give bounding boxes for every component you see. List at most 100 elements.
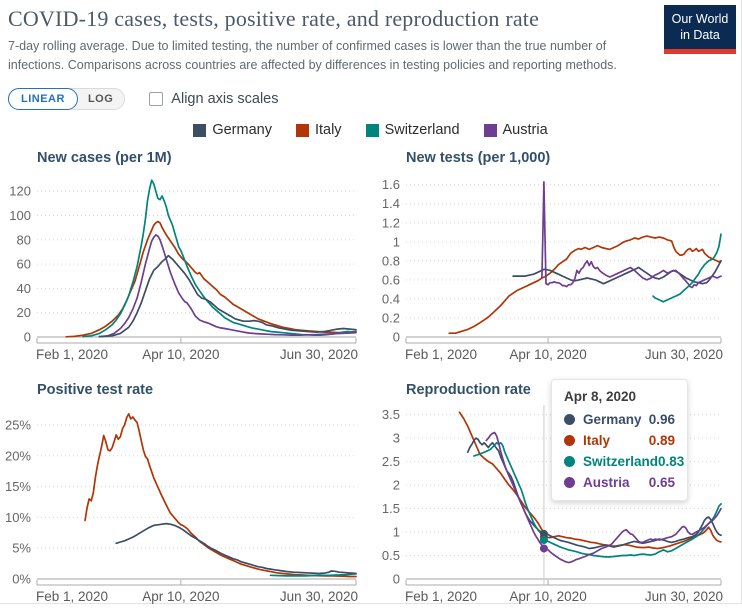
svg-text:0: 0 (24, 329, 31, 344)
tooltip-country: Switzerland (583, 454, 659, 469)
legend-swatch-switzerland (365, 123, 379, 137)
tooltip-dot (564, 477, 575, 488)
svg-text:0.2: 0.2 (382, 310, 400, 325)
owid-logo[interactable]: Our World in Data (664, 5, 736, 54)
legend-label: Austria (502, 122, 548, 139)
owid-logo-line1: Our World (671, 12, 729, 26)
tooltip-dot (564, 456, 575, 467)
tooltip-value: 0.83 (658, 454, 685, 469)
legend-item-germany: Germany (193, 122, 272, 138)
owid-logo-text: Our World in Data (664, 5, 736, 49)
owid-logo-stripe (664, 48, 736, 54)
svg-text:Apr 10, 2020: Apr 10, 2020 (142, 347, 219, 362)
legend: Germany Italy Switzerland Austria (0, 121, 741, 140)
series-line-germany (512, 259, 722, 285)
svg-text:20: 20 (17, 305, 31, 320)
tooltip-row-switzerland: Switzerland 0.83 (564, 454, 684, 469)
series-line-italy (84, 412, 357, 577)
scale-toggle: LINEAR LOG (8, 87, 126, 110)
align-axis-checkbox[interactable] (149, 91, 164, 106)
tooltip-country: Italy (583, 433, 611, 448)
series-line-austria (485, 431, 722, 564)
svg-text:1.5: 1.5 (382, 501, 400, 516)
series-line-germany (115, 522, 357, 574)
svg-text:1: 1 (393, 234, 400, 249)
tooltip: Apr 8, 2020 Germany 0.96 Italy 0.89 Switzerl… (551, 379, 688, 501)
svg-text:1.4: 1.4 (382, 196, 400, 211)
svg-text:Apr 10, 2020: Apr 10, 2020 (509, 589, 586, 604)
chart-plot-new-cases[interactable]: 0 20 40 60 80 100 120 Feb 1, 2020 Apr 10, 2020 Ju… (0, 169, 370, 365)
svg-text:3.5: 3.5 (382, 407, 400, 422)
svg-text:1.6: 1.6 (382, 177, 400, 192)
tooltip-country: Germany (583, 412, 642, 427)
tooltip-rows: Germany 0.96 Italy 0.89 Switzerland 0.83 Austr… (564, 412, 684, 490)
marker-dot-switzerland (539, 535, 548, 544)
svg-text:20%: 20% (5, 448, 31, 463)
svg-text:Jun 30, 2020: Jun 30, 2020 (280, 589, 358, 604)
tooltip-date: Apr 8, 2020 (564, 389, 637, 404)
svg-text:Feb 1, 2020: Feb 1, 2020 (36, 347, 108, 362)
svg-text:15%: 15% (5, 479, 31, 494)
svg-text:100: 100 (9, 208, 31, 223)
align-axis-control[interactable]: Align axis scales (149, 91, 278, 107)
chart-plot-reproduction-rate[interactable]: 0 0.5 1 1.5 2 2.5 3 3.5 Feb 1, 2020 Apr 10, 2020 J… (371, 401, 741, 609)
log-button[interactable]: LOG (77, 89, 124, 109)
svg-text:Apr 10, 2020: Apr 10, 2020 (509, 347, 586, 362)
chart-positive-rate: Positive test rate 0% 5% 10% 15% 20% 25% Feb 1… (0, 379, 371, 611)
legend-item-italy: Italy (295, 122, 342, 139)
page-title: COVID-19 cases, tests, positive rate, an… (8, 6, 540, 31)
svg-text:80: 80 (17, 232, 31, 247)
linear-button[interactable]: LINEAR (8, 87, 78, 110)
series-line-germany (466, 436, 722, 549)
tooltip-value: 0.96 (648, 412, 675, 427)
svg-text:Feb 1, 2020: Feb 1, 2020 (36, 589, 108, 604)
series-line-italy (65, 220, 357, 338)
svg-text:1: 1 (393, 524, 400, 539)
align-axis-label: Align axis scales (171, 90, 279, 107)
svg-text:5%: 5% (12, 540, 31, 555)
series-line-germany (98, 254, 357, 338)
svg-text:0.8: 0.8 (382, 253, 400, 268)
svg-text:2.5: 2.5 (382, 454, 400, 469)
chart-plot-positive-rate[interactable]: 0% 5% 10% 15% 20% 25% Feb 1, 2020 Apr 10, 2020 J… (0, 401, 370, 609)
tooltip-value: 0.89 (648, 433, 675, 448)
svg-text:0.5: 0.5 (382, 548, 400, 563)
tooltip-row-austria: Austria 0.65 (564, 475, 675, 490)
series-line-switzerland (652, 232, 722, 303)
chart-plot-new-tests[interactable]: 0 0.2 0.4 0.6 0.8 1 1.2 1.4 1.6 Feb 1, 2020 Apr 10… (371, 169, 741, 365)
chart-title-new-cases: New cases (per 1M) (37, 149, 172, 166)
legend-item-switzerland: Switzerland (365, 122, 460, 138)
svg-text:Feb 1, 2020: Feb 1, 2020 (405, 589, 477, 604)
series-line-italy (448, 234, 722, 334)
series-line-switzerland (269, 572, 357, 577)
marker-dot-germany (539, 529, 548, 538)
tooltip-dot (564, 435, 575, 446)
svg-text:1.2: 1.2 (382, 215, 400, 230)
legend-swatch-italy (295, 123, 309, 137)
tooltip-value: 0.65 (648, 475, 675, 490)
svg-text:0: 0 (393, 571, 400, 586)
legend-swatch-austria (483, 123, 497, 137)
chart-title-new-tests: New tests (per 1,000) (406, 149, 551, 166)
svg-text:Jun 30, 2020: Jun 30, 2020 (645, 589, 723, 604)
svg-text:10%: 10% (5, 510, 31, 525)
svg-text:40: 40 (17, 281, 31, 296)
tooltip-dot (564, 414, 575, 425)
svg-text:2: 2 (393, 477, 400, 492)
header: COVID-19 cases, tests, positive rate, an… (0, 0, 741, 74)
tooltip-row-germany: Germany 0.96 (564, 412, 675, 427)
chart-new-tests: New tests (per 1,000) 0 0.2 0.4 0.6 0.8 1 1.2 1… (371, 147, 742, 365)
chart-title-positive-rate: Positive test rate (37, 381, 154, 398)
svg-text:Apr 10, 2020: Apr 10, 2020 (142, 589, 219, 604)
chart-new-cases: New cases (per 1M) 0 20 40 60 80 100 120 Feb 1,… (0, 147, 371, 365)
svg-text:Feb 1, 2020: Feb 1, 2020 (405, 347, 477, 362)
svg-text:3: 3 (393, 430, 400, 445)
chart-title-reproduction-rate: Reproduction rate (406, 381, 531, 398)
chart-reproduction-rate: Reproduction rate 0 0.5 1 1.5 2 2.5 3 3.5 Feb 1,… (371, 379, 742, 611)
svg-text:0%: 0% (12, 571, 31, 586)
svg-text:0: 0 (393, 329, 400, 344)
legend-item-austria: Austria (483, 122, 548, 139)
owid-logo-line2: in Data (680, 28, 720, 43)
legend-label: Italy (314, 122, 342, 139)
tooltip-country: Austria (583, 475, 630, 490)
